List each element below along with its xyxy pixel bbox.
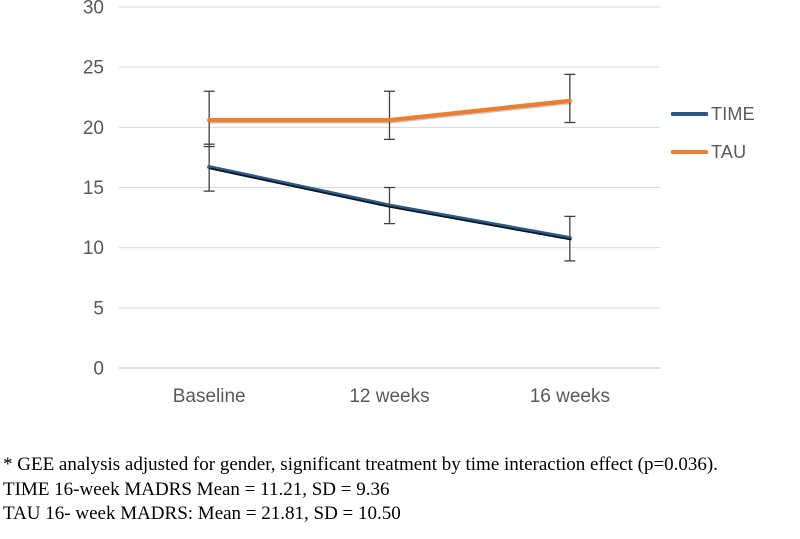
caption-tau-stats: TAU 16- week MADRS: Mean = 21.81, SD = 1… — [3, 503, 401, 525]
x-category-label: 16 weeks — [530, 386, 610, 407]
legend-item-tau: TAU — [671, 141, 755, 163]
x-category-label: 12 weeks — [349, 386, 429, 407]
legend-label-tau: TAU — [711, 141, 747, 162]
y-tick-label: 10 — [83, 238, 104, 259]
caption-gee-note: * GEE analysis adjusted for gender, sign… — [3, 454, 719, 475]
series-line-time-shadow — [209, 167, 572, 241]
caption-time-stats: TIME 16-week MADRS Mean = 11.21, SD = 9.… — [3, 478, 390, 500]
y-tick-label: 0 — [93, 359, 104, 380]
y-tick-label: 5 — [93, 298, 104, 319]
y-tick-label: 25 — [83, 58, 104, 79]
series-line-tau — [207, 98, 572, 123]
y-tick-label: 30 — [83, 0, 104, 19]
y-tick-label: 20 — [83, 118, 104, 139]
y-tick-label: 15 — [83, 178, 104, 199]
time-series-swatch — [671, 112, 708, 116]
series-line-tau-shadow — [208, 101, 573, 124]
chart-canvas: 0 5 10 15 20 25 30 Baseline 12 weeks 16 weeks — [83, 0, 660, 407]
tau-series-swatch — [671, 150, 708, 154]
legend-item-time: TIME — [671, 103, 755, 125]
chart-legend: TIME TAU — [671, 103, 755, 163]
x-category-label: Baseline — [173, 386, 246, 407]
legend-label-time: TIME — [711, 103, 755, 124]
figure-caption: * GEE analysis adjusted for gender, sign… — [3, 453, 800, 527]
series-line-time — [207, 165, 572, 241]
madrs-line-chart: 0 5 10 15 20 25 30 Baseline 12 weeks 16 weeks — [83, 0, 660, 407]
